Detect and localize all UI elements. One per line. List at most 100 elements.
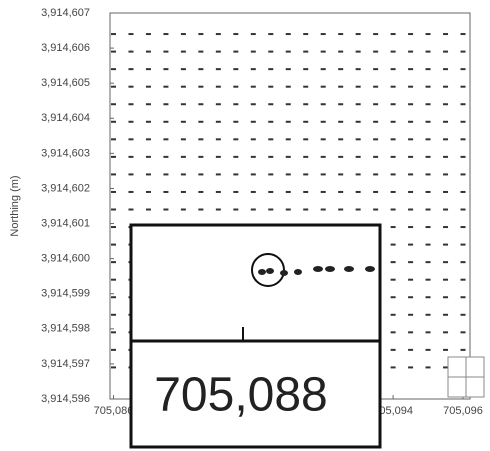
point <box>215 103 221 106</box>
point <box>373 120 379 123</box>
y-tick-label: 3,914,599 <box>41 288 90 300</box>
point <box>373 138 379 141</box>
point <box>320 208 326 211</box>
point <box>233 190 239 193</box>
point <box>110 138 116 141</box>
point <box>110 155 116 158</box>
point <box>338 50 344 53</box>
inset-dot <box>313 266 323 272</box>
y-tick-label: 3,914,598 <box>41 323 90 335</box>
point <box>215 155 221 158</box>
inset-dot <box>280 270 288 276</box>
point <box>425 155 431 158</box>
point <box>110 208 116 211</box>
point <box>268 68 274 71</box>
point <box>268 155 274 158</box>
point <box>233 155 239 158</box>
point <box>373 155 379 158</box>
point <box>408 348 414 351</box>
point <box>355 208 361 211</box>
point <box>163 68 169 71</box>
inset-dots <box>258 266 375 276</box>
point <box>233 208 239 211</box>
point <box>198 103 204 106</box>
point <box>250 190 256 193</box>
y-tick-label: 3,914,607 <box>41 7 90 19</box>
point <box>320 103 326 106</box>
point <box>233 120 239 123</box>
point <box>198 138 204 141</box>
point <box>233 68 239 71</box>
point <box>390 261 396 264</box>
point <box>338 155 344 158</box>
point <box>250 33 256 36</box>
point <box>338 103 344 106</box>
point <box>215 68 221 71</box>
point <box>233 173 239 176</box>
point <box>128 120 134 123</box>
point <box>303 155 309 158</box>
point <box>460 155 466 158</box>
point <box>303 33 309 36</box>
point <box>390 208 396 211</box>
point <box>250 50 256 53</box>
y-tick-label: 3,914,596 <box>41 393 90 405</box>
point <box>180 50 186 53</box>
point <box>408 103 414 106</box>
point <box>303 208 309 211</box>
zoom-inset: 705,088 <box>129 223 382 449</box>
point <box>460 120 466 123</box>
point <box>215 50 221 53</box>
point <box>425 190 431 193</box>
point <box>408 33 414 36</box>
point <box>390 366 396 369</box>
point <box>285 173 291 176</box>
point <box>460 103 466 106</box>
point <box>373 50 379 53</box>
point <box>285 208 291 211</box>
point <box>320 120 326 123</box>
point <box>355 173 361 176</box>
point <box>110 120 116 123</box>
point <box>285 120 291 123</box>
point <box>145 103 151 106</box>
point <box>303 85 309 88</box>
point <box>443 261 449 264</box>
point <box>408 278 414 281</box>
point <box>215 33 221 36</box>
point <box>110 226 116 229</box>
point <box>425 313 431 316</box>
point <box>163 155 169 158</box>
x-tick-label: 705,086 <box>94 405 134 417</box>
point <box>373 68 379 71</box>
point <box>268 190 274 193</box>
point <box>128 103 134 106</box>
point <box>180 85 186 88</box>
point <box>373 173 379 176</box>
point <box>443 243 449 246</box>
inset-dot <box>266 268 274 274</box>
point <box>408 173 414 176</box>
point <box>390 103 396 106</box>
point <box>355 50 361 53</box>
point <box>303 50 309 53</box>
point <box>110 190 116 193</box>
point <box>163 190 169 193</box>
point <box>285 33 291 36</box>
point <box>198 208 204 211</box>
point <box>303 173 309 176</box>
point <box>128 173 134 176</box>
point <box>285 155 291 158</box>
point <box>250 155 256 158</box>
y-tick-label: 3,914,600 <box>41 253 90 265</box>
point <box>303 68 309 71</box>
point <box>443 33 449 36</box>
point <box>145 155 151 158</box>
point <box>460 173 466 176</box>
point <box>145 138 151 141</box>
point <box>110 296 116 299</box>
point <box>425 366 431 369</box>
point <box>110 366 116 369</box>
point <box>320 33 326 36</box>
point <box>110 243 116 246</box>
